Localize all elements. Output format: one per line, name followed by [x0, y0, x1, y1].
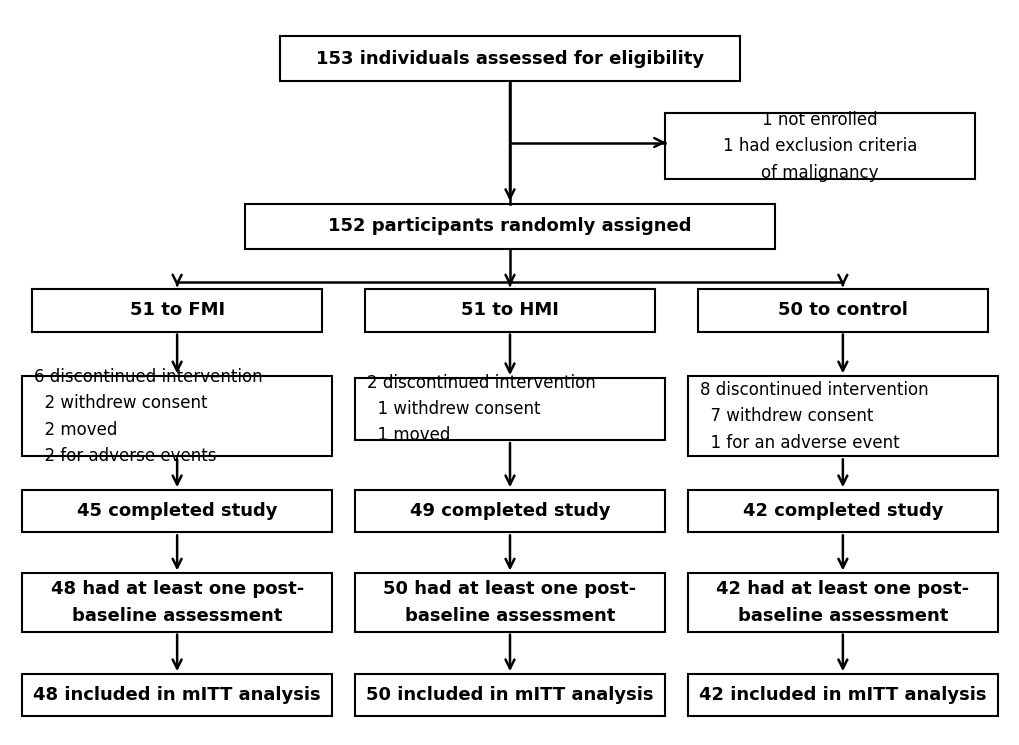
FancyBboxPatch shape	[365, 289, 654, 332]
Text: 49 completed study: 49 completed study	[410, 502, 609, 520]
FancyBboxPatch shape	[22, 490, 332, 533]
Text: 50 to control: 50 to control	[777, 302, 907, 320]
Text: 50 included in mITT analysis: 50 included in mITT analysis	[366, 686, 653, 704]
Text: 51 to HMI: 51 to HMI	[461, 302, 558, 320]
Text: 51 to FMI: 51 to FMI	[129, 302, 224, 320]
FancyBboxPatch shape	[355, 378, 664, 440]
FancyBboxPatch shape	[687, 490, 997, 533]
FancyBboxPatch shape	[245, 204, 774, 249]
FancyBboxPatch shape	[22, 674, 332, 717]
Text: 42 included in mITT analysis: 42 included in mITT analysis	[698, 686, 985, 704]
FancyBboxPatch shape	[697, 289, 986, 332]
Text: 1 not enrolled
1 had exclusion criteria
of malignancy: 1 not enrolled 1 had exclusion criteria …	[722, 111, 916, 182]
FancyBboxPatch shape	[22, 574, 332, 632]
FancyBboxPatch shape	[355, 490, 664, 533]
FancyBboxPatch shape	[280, 36, 739, 81]
Text: 42 completed study: 42 completed study	[742, 502, 943, 520]
Text: 2 discontinued intervention
  1 withdrew consent
  1 moved: 2 discontinued intervention 1 withdrew c…	[367, 373, 595, 445]
Text: 8 discontinued intervention
  7 withdrew consent
  1 for an adverse event: 8 discontinued intervention 7 withdrew c…	[699, 381, 927, 451]
FancyBboxPatch shape	[687, 574, 997, 632]
FancyBboxPatch shape	[33, 289, 322, 332]
Text: 42 had at least one post-
baseline assessment: 42 had at least one post- baseline asses…	[715, 580, 968, 624]
Text: 48 had at least one post-
baseline assessment: 48 had at least one post- baseline asses…	[51, 580, 304, 624]
FancyBboxPatch shape	[355, 574, 664, 632]
Text: 152 participants randomly assigned: 152 participants randomly assigned	[328, 218, 691, 235]
FancyBboxPatch shape	[687, 376, 997, 457]
FancyBboxPatch shape	[355, 674, 664, 717]
FancyBboxPatch shape	[687, 674, 997, 717]
Text: 6 discontinued intervention
  2 withdrew consent
  2 moved
  2 for adverse event: 6 discontinued intervention 2 withdrew c…	[35, 368, 263, 465]
Text: 50 had at least one post-
baseline assessment: 50 had at least one post- baseline asses…	[383, 580, 636, 624]
FancyBboxPatch shape	[22, 376, 332, 457]
Text: 45 completed study: 45 completed study	[76, 502, 277, 520]
Text: 153 individuals assessed for eligibility: 153 individuals assessed for eligibility	[316, 50, 703, 68]
Text: 48 included in mITT analysis: 48 included in mITT analysis	[34, 686, 321, 704]
FancyBboxPatch shape	[664, 113, 974, 179]
